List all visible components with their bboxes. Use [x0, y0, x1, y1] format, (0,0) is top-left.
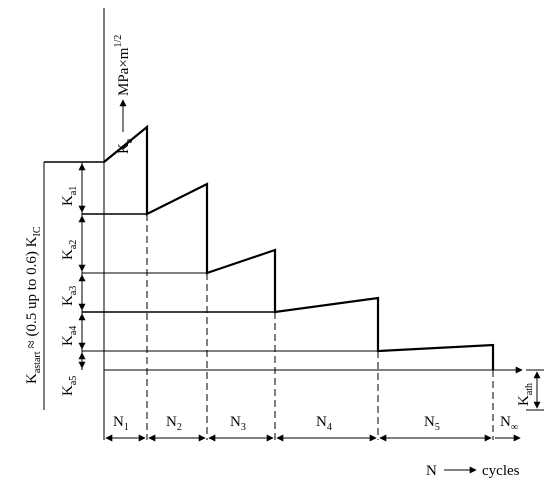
svg-text:cycles: cycles — [482, 463, 520, 479]
cycle-label-2: N2 — [166, 414, 182, 433]
svg-text:Ka4: Ka4 — [60, 326, 79, 346]
threshold-label: Kath — [516, 383, 535, 406]
step-label-a5: Ka5 — [60, 376, 79, 396]
svg-text:Ka: Ka — [116, 138, 135, 154]
cycle-label-4: N4 — [316, 414, 332, 433]
cycle-label-5: N5 — [424, 414, 440, 433]
step-label-a2: Ka2 — [60, 240, 79, 260]
svg-text:N: N — [426, 463, 437, 479]
x-axis-title: N cycles — [426, 463, 520, 479]
svg-text:MPa×m1/2: MPa×m1/2 — [113, 35, 132, 96]
step-label-a3: Ka3 — [60, 286, 79, 306]
cycle-label-infinity: N∞ — [500, 414, 518, 433]
cycle-dashed-lines — [146, 214, 494, 440]
svg-text:Ka1: Ka1 — [60, 186, 79, 206]
svg-text:Kath: Kath — [516, 383, 535, 406]
cycle-label-3: N3 — [230, 414, 246, 433]
y-axis-title: Ka MPa×m1/2 — [113, 35, 135, 154]
cycle-label-1: N1 — [113, 414, 129, 433]
svg-text:Ka5: Ka5 — [60, 376, 79, 396]
step-label-a4: Ka4 — [60, 326, 79, 346]
svg-text:Ka3: Ka3 — [60, 286, 79, 306]
svg-text:Ka2: Ka2 — [60, 240, 79, 260]
start-level-label: Kastart≈ (0.5 up to 0.6) KIC — [24, 226, 43, 384]
loading-sawtooth — [103, 124, 495, 370]
svg-text:Kastart≈ (0.5 up to 0.6) KIC: Kastart≈ (0.5 up to 0.6) KIC — [24, 226, 43, 384]
step-label-a1: Ka1 — [60, 186, 79, 206]
